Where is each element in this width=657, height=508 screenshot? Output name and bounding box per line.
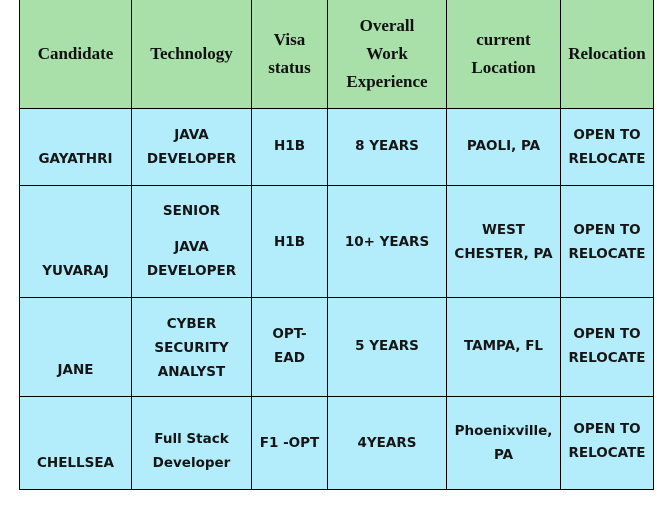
header-visa-status: Visa status <box>251 0 328 109</box>
experience-cell: 8 YEARS <box>327 108 447 186</box>
candidate-name-cell: YUVARAJ <box>19 185 132 298</box>
candidates-table: Candidate Technology Visa status Overall… <box>19 0 654 490</box>
header-candidate: Candidate <box>19 0 132 109</box>
header-row: Candidate Technology Visa status Overall… <box>19 0 654 109</box>
technology-cell: CYBER SECURITY ANALYST <box>131 297 252 397</box>
candidate-name-cell: GAYATHRI <box>19 108 132 186</box>
candidate-name-cell: JANE <box>19 297 132 397</box>
location-cell: TAMPA, FL <box>446 297 561 397</box>
table-row: GAYATHRI JAVA DEVELOPER H1B 8 YEARS PAOL… <box>19 108 654 186</box>
location-cell: WEST CHESTER, PA <box>446 185 561 298</box>
candidate-name-cell: CHELLSEA <box>19 396 132 490</box>
technology-cell: Full Stack Developer <box>131 396 252 490</box>
relocation-cell: OPEN TO RELOCATE <box>560 108 654 186</box>
table-row: YUVARAJ SENIOR JAVA DEVELOPER H1B 10+ YE… <box>19 185 654 298</box>
visa-status-cell: H1B <box>251 185 328 298</box>
experience-cell: 4YEARS <box>327 396 447 490</box>
technology-cell: SENIOR JAVA DEVELOPER <box>131 185 252 298</box>
table-row: JANE CYBER SECURITY ANALYST OPT- EAD 5 Y… <box>19 297 654 397</box>
technology-cell: JAVA DEVELOPER <box>131 108 252 186</box>
visa-status-cell: F1 -OPT <box>251 396 328 490</box>
header-current-location: current Location <box>446 0 561 109</box>
header-relocation: Relocation <box>560 0 654 109</box>
location-cell: PAOLI, PA <box>446 108 561 186</box>
table-row: CHELLSEA Full Stack Developer F1 -OPT 4Y… <box>19 396 654 490</box>
relocation-cell: OPEN TO RELOCATE <box>560 185 654 298</box>
header-technology: Technology <box>131 0 252 109</box>
header-overall-work-experience: Overall Work Experience <box>327 0 447 109</box>
visa-status-cell: H1B <box>251 108 328 186</box>
experience-cell: 10+ YEARS <box>327 185 447 298</box>
relocation-cell: OPEN TO RELOCATE <box>560 297 654 397</box>
relocation-cell: OPEN TO RELOCATE <box>560 396 654 490</box>
location-cell: Phoenixville, PA <box>446 396 561 490</box>
experience-cell: 5 YEARS <box>327 297 447 397</box>
visa-status-cell: OPT- EAD <box>251 297 328 397</box>
